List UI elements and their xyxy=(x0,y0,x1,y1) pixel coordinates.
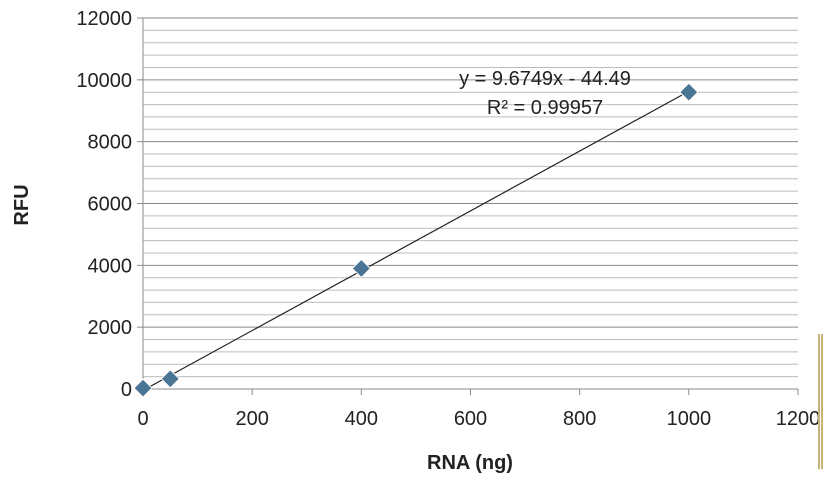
x-tick-label: 800 xyxy=(563,408,596,430)
data-point xyxy=(351,258,372,279)
y-tick-label: 0 xyxy=(121,379,132,401)
data-point xyxy=(160,369,180,389)
data-points xyxy=(133,82,699,398)
y-tick-label: 10000 xyxy=(76,70,132,92)
grid-lines xyxy=(143,17,798,390)
x-tick-label: 400 xyxy=(345,408,378,430)
r-squared-label: R² = 0.99957 xyxy=(487,97,603,119)
y-tick-label: 12000 xyxy=(76,8,132,30)
trendline xyxy=(142,90,690,391)
y-ticks: 0 2000 4000 6000 8000 10000 12000 xyxy=(76,8,143,401)
equation-label: y = 9.6749x - 44.49 xyxy=(459,68,631,90)
y-tick-label: 4000 xyxy=(88,255,133,277)
data-point xyxy=(679,82,699,102)
x-tick-label: 200 xyxy=(235,408,268,430)
x-axis-title: RNA (ng) xyxy=(427,452,513,474)
y-tick-label: 8000 xyxy=(88,132,133,154)
x-tick-label: 1000 xyxy=(667,408,712,430)
y-tick-label: 6000 xyxy=(88,194,133,216)
edge-artifact xyxy=(818,334,823,469)
x-ticks: 0 200 400 600 800 1000 1200 xyxy=(137,389,820,430)
x-tick-label: 0 xyxy=(137,408,148,430)
x-tick-label: 1200 xyxy=(776,408,821,430)
y-axis-title: RFU xyxy=(11,184,33,225)
x-tick-label: 600 xyxy=(454,408,487,430)
y-tick-label: 2000 xyxy=(88,317,133,339)
trendline-group xyxy=(142,90,690,391)
data-point xyxy=(133,378,153,398)
